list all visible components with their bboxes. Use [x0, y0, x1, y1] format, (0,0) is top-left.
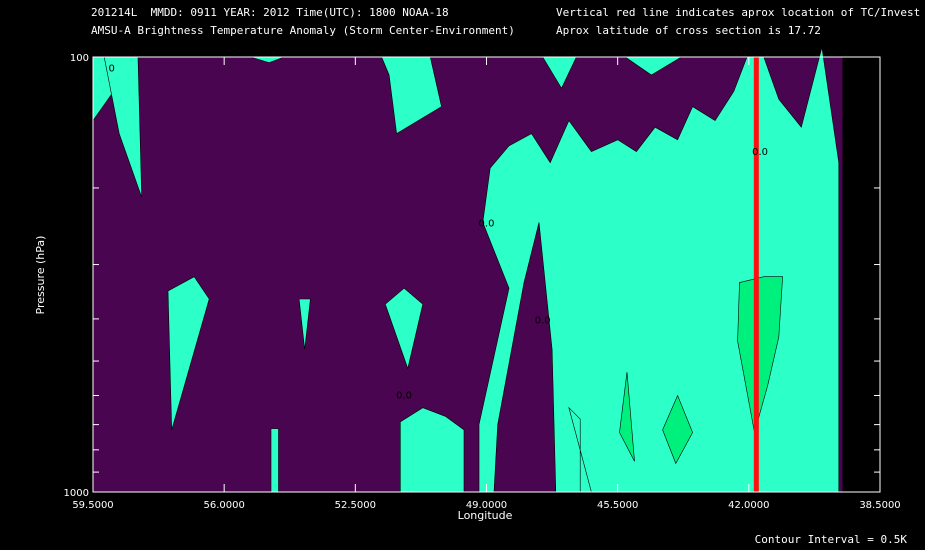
contour-region-zero-9	[270, 428, 279, 493]
contour-region-positive-15	[737, 276, 783, 433]
header-right-line-1: Vertical red line indicates aprox locati…	[556, 6, 921, 19]
y-axis-label: Pressure (hPa)	[34, 236, 47, 315]
contour-label-0: 0	[109, 64, 115, 75]
x-tick-label-0: 59.5000	[72, 500, 113, 511]
x-tick-label-2: 52.5000	[335, 500, 376, 511]
contour-region-zero-8	[384, 287, 424, 370]
header-line-2: AMSU-A Brightness Temperature Anomaly (S…	[91, 24, 515, 37]
x-tick-label-4: 45.5000	[597, 500, 638, 511]
contour-label-3: 0.0	[535, 316, 551, 327]
contour-label-1: 0.0	[752, 147, 768, 158]
header-line-1: 201214L MMDD: 0911 YEAR: 2012 Time(UTC):…	[91, 6, 449, 19]
x-tick-label-3: 49.0000	[466, 500, 507, 511]
contour-region-zero-7	[298, 298, 311, 350]
contour-interval: Contour Interval = 0.5K	[754, 533, 907, 546]
contour-label-2: 0.0	[479, 218, 495, 229]
x-axis-label: Longitude	[458, 509, 513, 522]
x-tick-label-6: 38.5000	[859, 500, 900, 511]
x-tick-label-5: 42.0000	[728, 500, 769, 511]
y-tick-label-0: 100	[70, 53, 89, 64]
contour-regions	[92, 47, 840, 493]
contour-region-positive-13	[619, 372, 635, 462]
header-right-line-2: Aprox latitude of cross section is 17.72	[556, 24, 821, 37]
contour-region-positive-14	[662, 394, 693, 465]
axes: 59.5000 56.0000 52.5000 49.0000 45.5000 42.00…	[64, 53, 901, 511]
x-tick-label-1: 56.0000	[203, 500, 244, 511]
contour-labels: 0 0.0 0.0 0.0 0.0	[109, 64, 768, 402]
y-tick-label-1: 1000	[64, 488, 89, 499]
contour-region-zero-6	[167, 276, 210, 430]
contour-label-4: 0.0	[396, 391, 412, 402]
